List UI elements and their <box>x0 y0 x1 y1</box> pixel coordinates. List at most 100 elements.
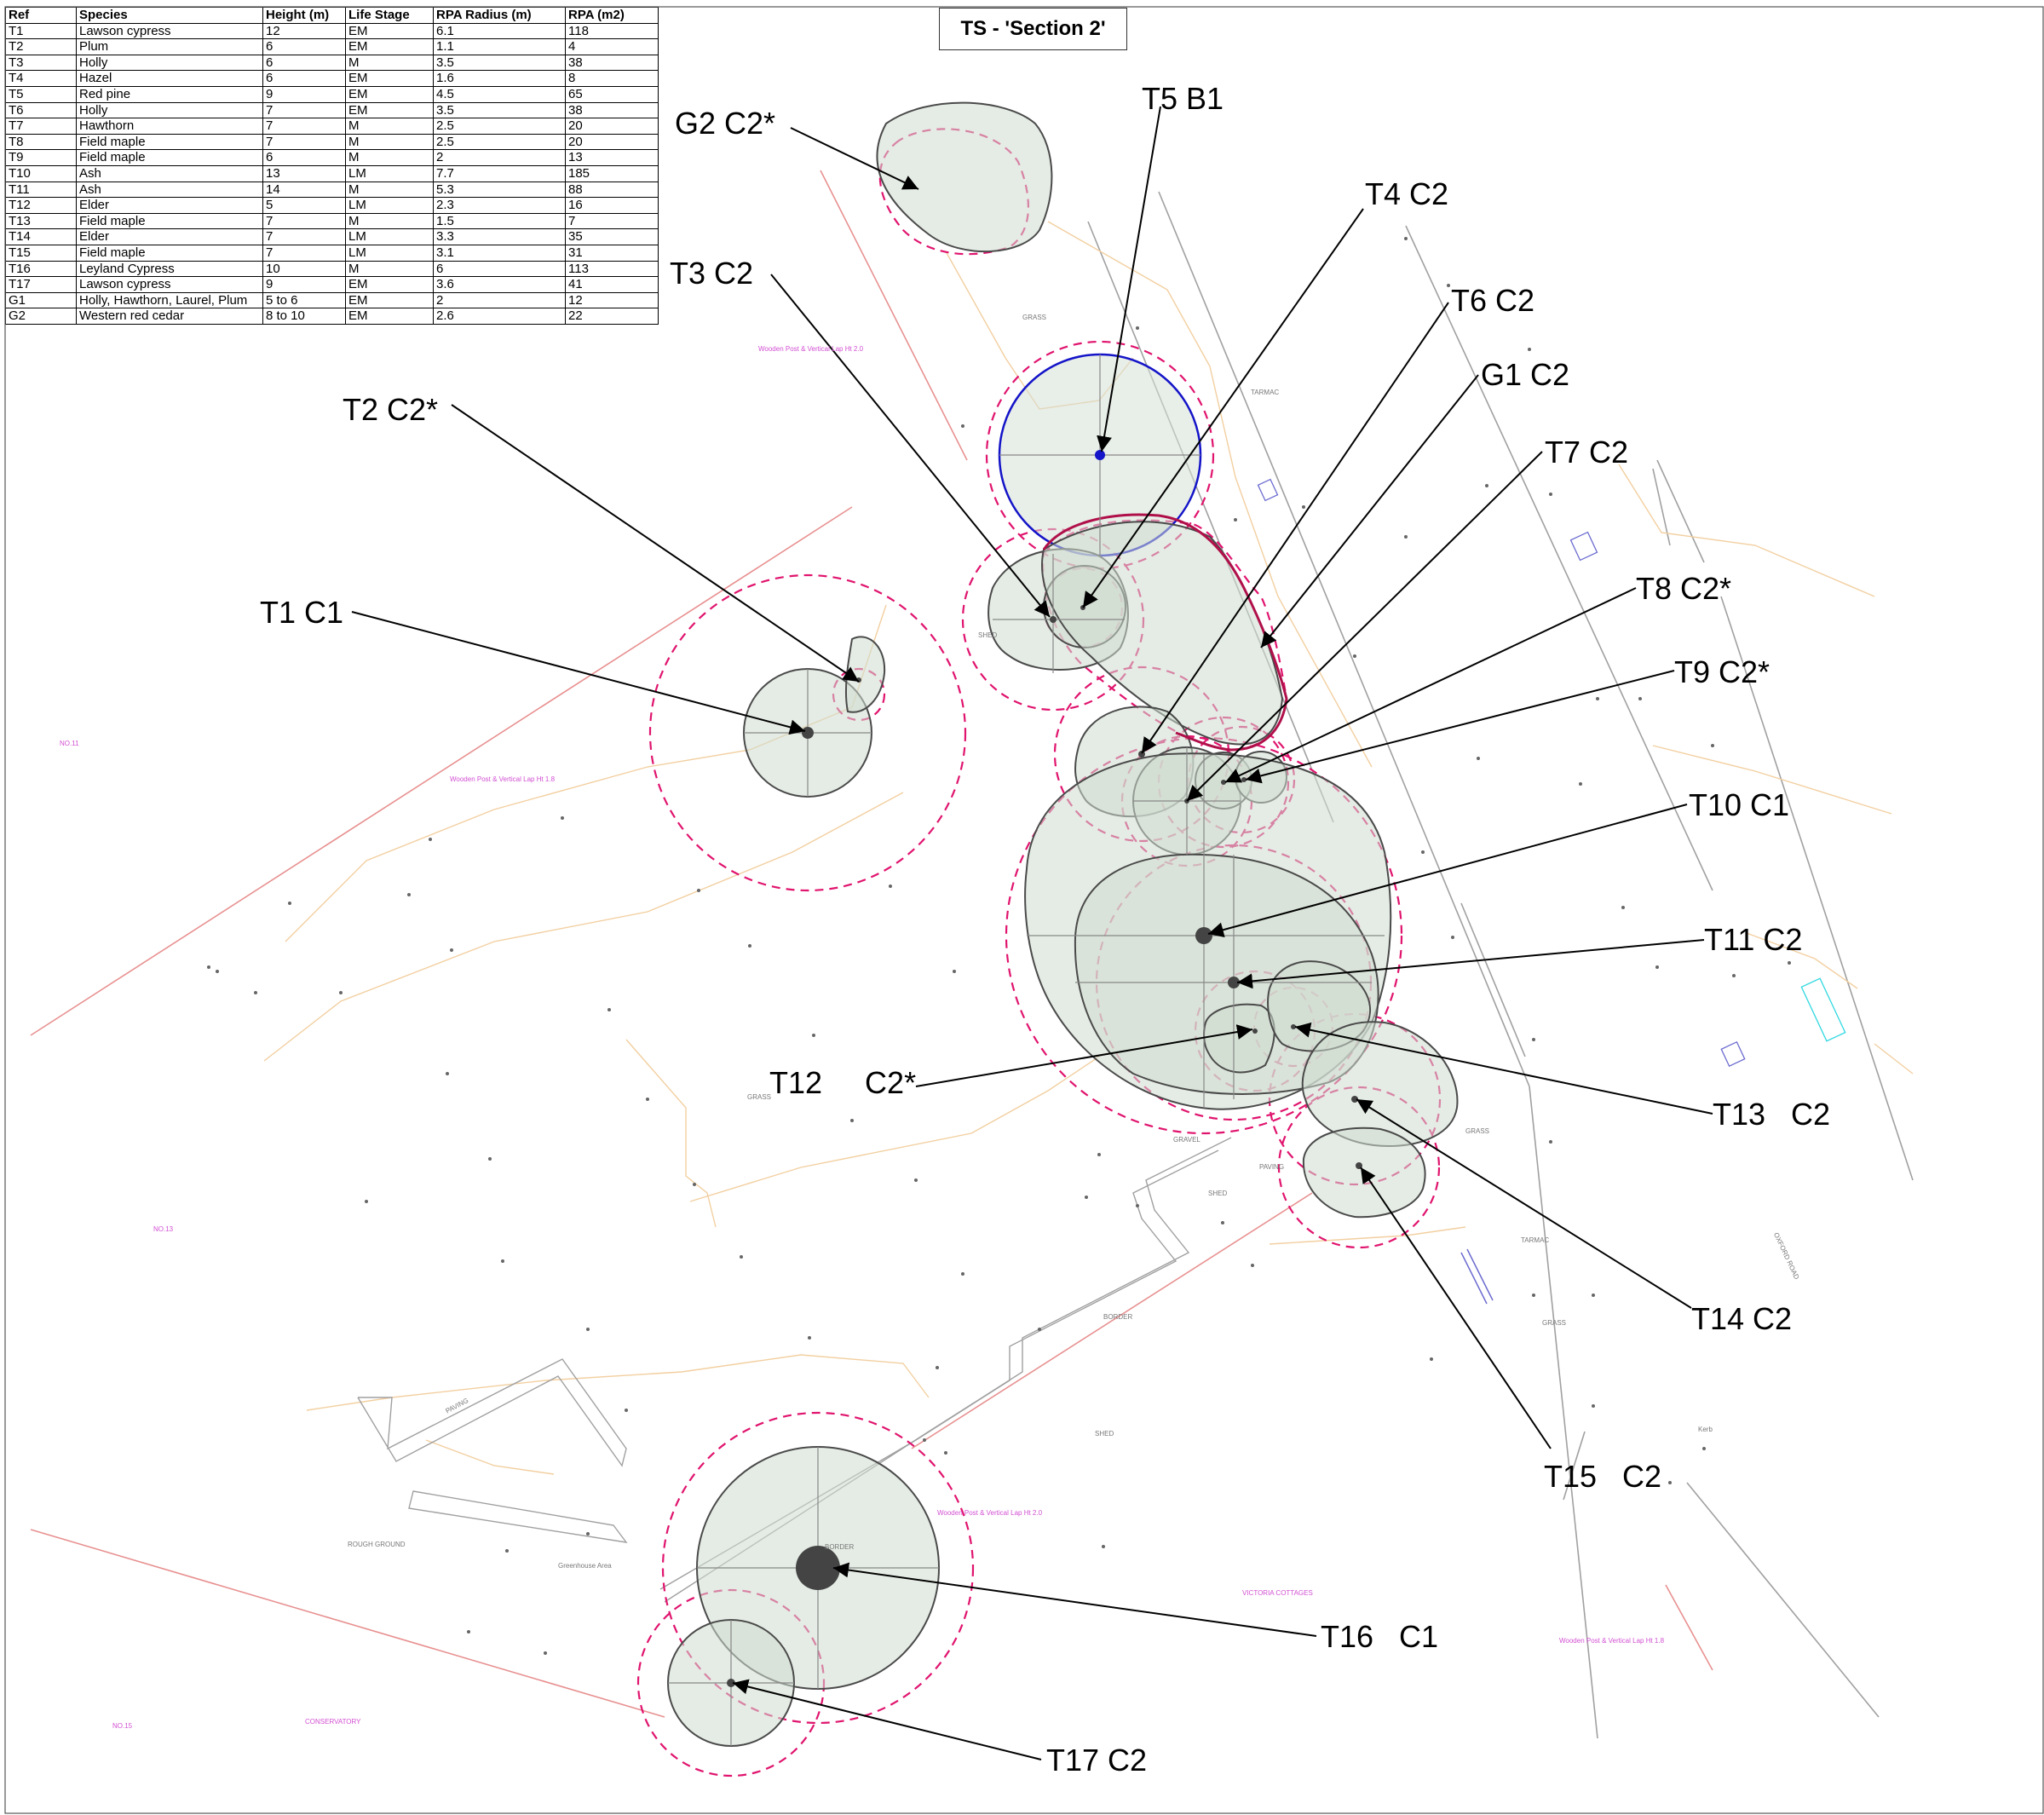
table-cell: Leyland Cypress <box>76 260 263 278</box>
table-cell: T16 <box>5 260 77 278</box>
table-cell: 5 to 6 <box>262 291 346 309</box>
arrow-t14 <box>1356 1098 1692 1309</box>
site-label-fence: Wooden Post & Vertical Lap Ht 2.0 <box>758 345 864 353</box>
table-cell: Lawson cypress <box>76 276 263 293</box>
table-cell: T13 <box>5 212 77 230</box>
arrow-t9 <box>1245 670 1675 784</box>
table-cell: G1 <box>5 291 77 309</box>
site-labels: GRASS TARMAC SHED GRASS GRAVEL PAVING SH… <box>60 314 1800 1730</box>
table-cell: Field maple <box>76 149 263 166</box>
table-row: T17 Lawson cypress 9 EM 3.6 41 <box>5 276 659 293</box>
arrow-t16 <box>832 1562 1317 1637</box>
label-g2: G2 C2* <box>675 106 775 141</box>
tree-labels: G2 C2* T5 B1 T4 C2 T3 C2 T6 C2 G1 C2 T7 … <box>260 81 1830 1778</box>
table-header-row: Ref Species Height (m) Life Stage RPA Radius… <box>5 7 659 24</box>
table-cell: M <box>345 118 434 135</box>
site-label-paving: PAVING <box>444 1397 469 1415</box>
table-row: T5 Red pine 9 EM 4.5 65 <box>5 85 659 103</box>
arrow-t7 <box>1186 451 1543 802</box>
table-cell: M <box>345 212 434 230</box>
table-cell: 41 <box>565 276 659 293</box>
table-cell: G2 <box>5 308 77 325</box>
label-t12: T12 C2* <box>769 1065 916 1100</box>
rpa-t16 <box>661 1411 975 1725</box>
arrow-t10 <box>1207 804 1688 937</box>
table-row: G2 Western red cedar 8 to 10 EM 2.6 22 <box>5 308 659 325</box>
site-label-fence: Wooden Post & Vertical Lap Ht 1.8 <box>450 775 556 783</box>
canopy-t12 <box>1203 1003 1275 1074</box>
survey-points <box>207 237 1791 1655</box>
table-cell: 10 <box>262 260 346 278</box>
tree-stems <box>727 450 1362 1687</box>
table-cell: 2.6 <box>433 308 566 325</box>
table-cell: 3.3 <box>433 228 566 245</box>
label-t9: T9 C2* <box>1674 654 1770 689</box>
table-row: G1 Holly, Hawthorn, Laurel, Plum 5 to 6 EM 2… <box>5 291 659 309</box>
table-cell: T3 <box>5 54 77 72</box>
site-label-grass: GRASS <box>1022 314 1046 321</box>
table-row: T10 Ash 13 LM 7.7 185 <box>5 164 659 182</box>
label-t6: T6 C2 <box>1451 283 1534 318</box>
table-row: T13 Field maple 7 M 1.5 7 <box>5 212 659 230</box>
table-cell: LM <box>345 228 434 245</box>
table-cell: EM <box>345 308 434 325</box>
table-cell: T17 <box>5 276 77 293</box>
table-cell: 8 to 10 <box>262 308 346 325</box>
site-label-tarmac: TARMAC <box>1521 1236 1549 1244</box>
site-label-paving: PAVING <box>1259 1163 1284 1171</box>
stem-t5 <box>1095 450 1105 460</box>
site-label-grass: GRASS <box>1542 1319 1566 1327</box>
arrow-g2 <box>790 127 919 190</box>
table-cell: EM <box>345 85 434 103</box>
table-cell: 65 <box>565 85 659 103</box>
road-features <box>1257 478 1846 1305</box>
label-t2: T2 C2* <box>343 392 438 427</box>
label-g1: G1 C2 <box>1481 357 1569 392</box>
label-t7: T7 C2 <box>1545 435 1628 470</box>
arrow-t3 <box>770 274 1051 618</box>
table-row: T7 Hawthorn 7 M 2.5 20 <box>5 118 659 135</box>
site-label-fence: Wooden Post & Vertical Lap Ht 2.0 <box>937 1509 1043 1517</box>
arrow-t4 <box>1082 208 1364 608</box>
table-cell: 113 <box>565 260 659 278</box>
arrow-t12 <box>915 1024 1253 1087</box>
table-cell: EM <box>345 70 434 87</box>
table-cell: 7 <box>262 244 346 262</box>
label-t13: T13 C2 <box>1713 1097 1830 1132</box>
table-cell: T14 <box>5 228 77 245</box>
table-cell: T15 <box>5 244 77 262</box>
g1-boundary <box>1042 513 1288 752</box>
label-t17: T17 C2 <box>1046 1743 1147 1778</box>
site-label-border: BORDER <box>825 1543 854 1551</box>
arrow-g1 <box>1260 374 1479 648</box>
site-label-victoria-cottages: VICTORIA COTTAGES <box>1242 1589 1313 1597</box>
table-row: T16 Leyland Cypress 10 M 6 113 <box>5 260 659 278</box>
rpa-t10 <box>1005 736 1403 1135</box>
site-label-no13: NO.13 <box>153 1225 174 1233</box>
table-header-cell: RPA Radius (m) <box>433 7 566 24</box>
site-label-fence: Wooden Post & Vertical Lap Ht 1.8 <box>1559 1637 1665 1645</box>
canopy-g2 <box>876 101 1053 253</box>
table-cell: EM <box>345 291 434 309</box>
site-label-border: BORDER <box>1103 1313 1132 1321</box>
arrow-t1 <box>351 611 806 735</box>
paving-paths <box>357 1137 1232 1603</box>
site-label-kerb: Kerb <box>1698 1426 1713 1433</box>
label-t11: T11 C2 <box>1704 922 1802 957</box>
table-cell: 7 <box>262 228 346 245</box>
table-cell: 1.5 <box>433 212 566 230</box>
table-cell: 7 <box>262 212 346 230</box>
table-cell: Field maple <box>76 212 263 230</box>
site-label-shed: SHED <box>1208 1190 1227 1197</box>
canopy-t14 <box>1301 1021 1459 1148</box>
table-cell: Western red cedar <box>76 308 263 325</box>
site-label-no11: NO.11 <box>60 740 79 747</box>
table-cell: 22 <box>565 308 659 325</box>
table-cell: 35 <box>565 228 659 245</box>
table-header-cell: RPA (m2) <box>565 7 659 24</box>
stem-t3 <box>1050 616 1057 623</box>
page-title: TS - 'Section 2' <box>939 8 1127 50</box>
site-label-grass: GRASS <box>747 1093 771 1101</box>
label-t14: T14 C2 <box>1691 1301 1792 1336</box>
